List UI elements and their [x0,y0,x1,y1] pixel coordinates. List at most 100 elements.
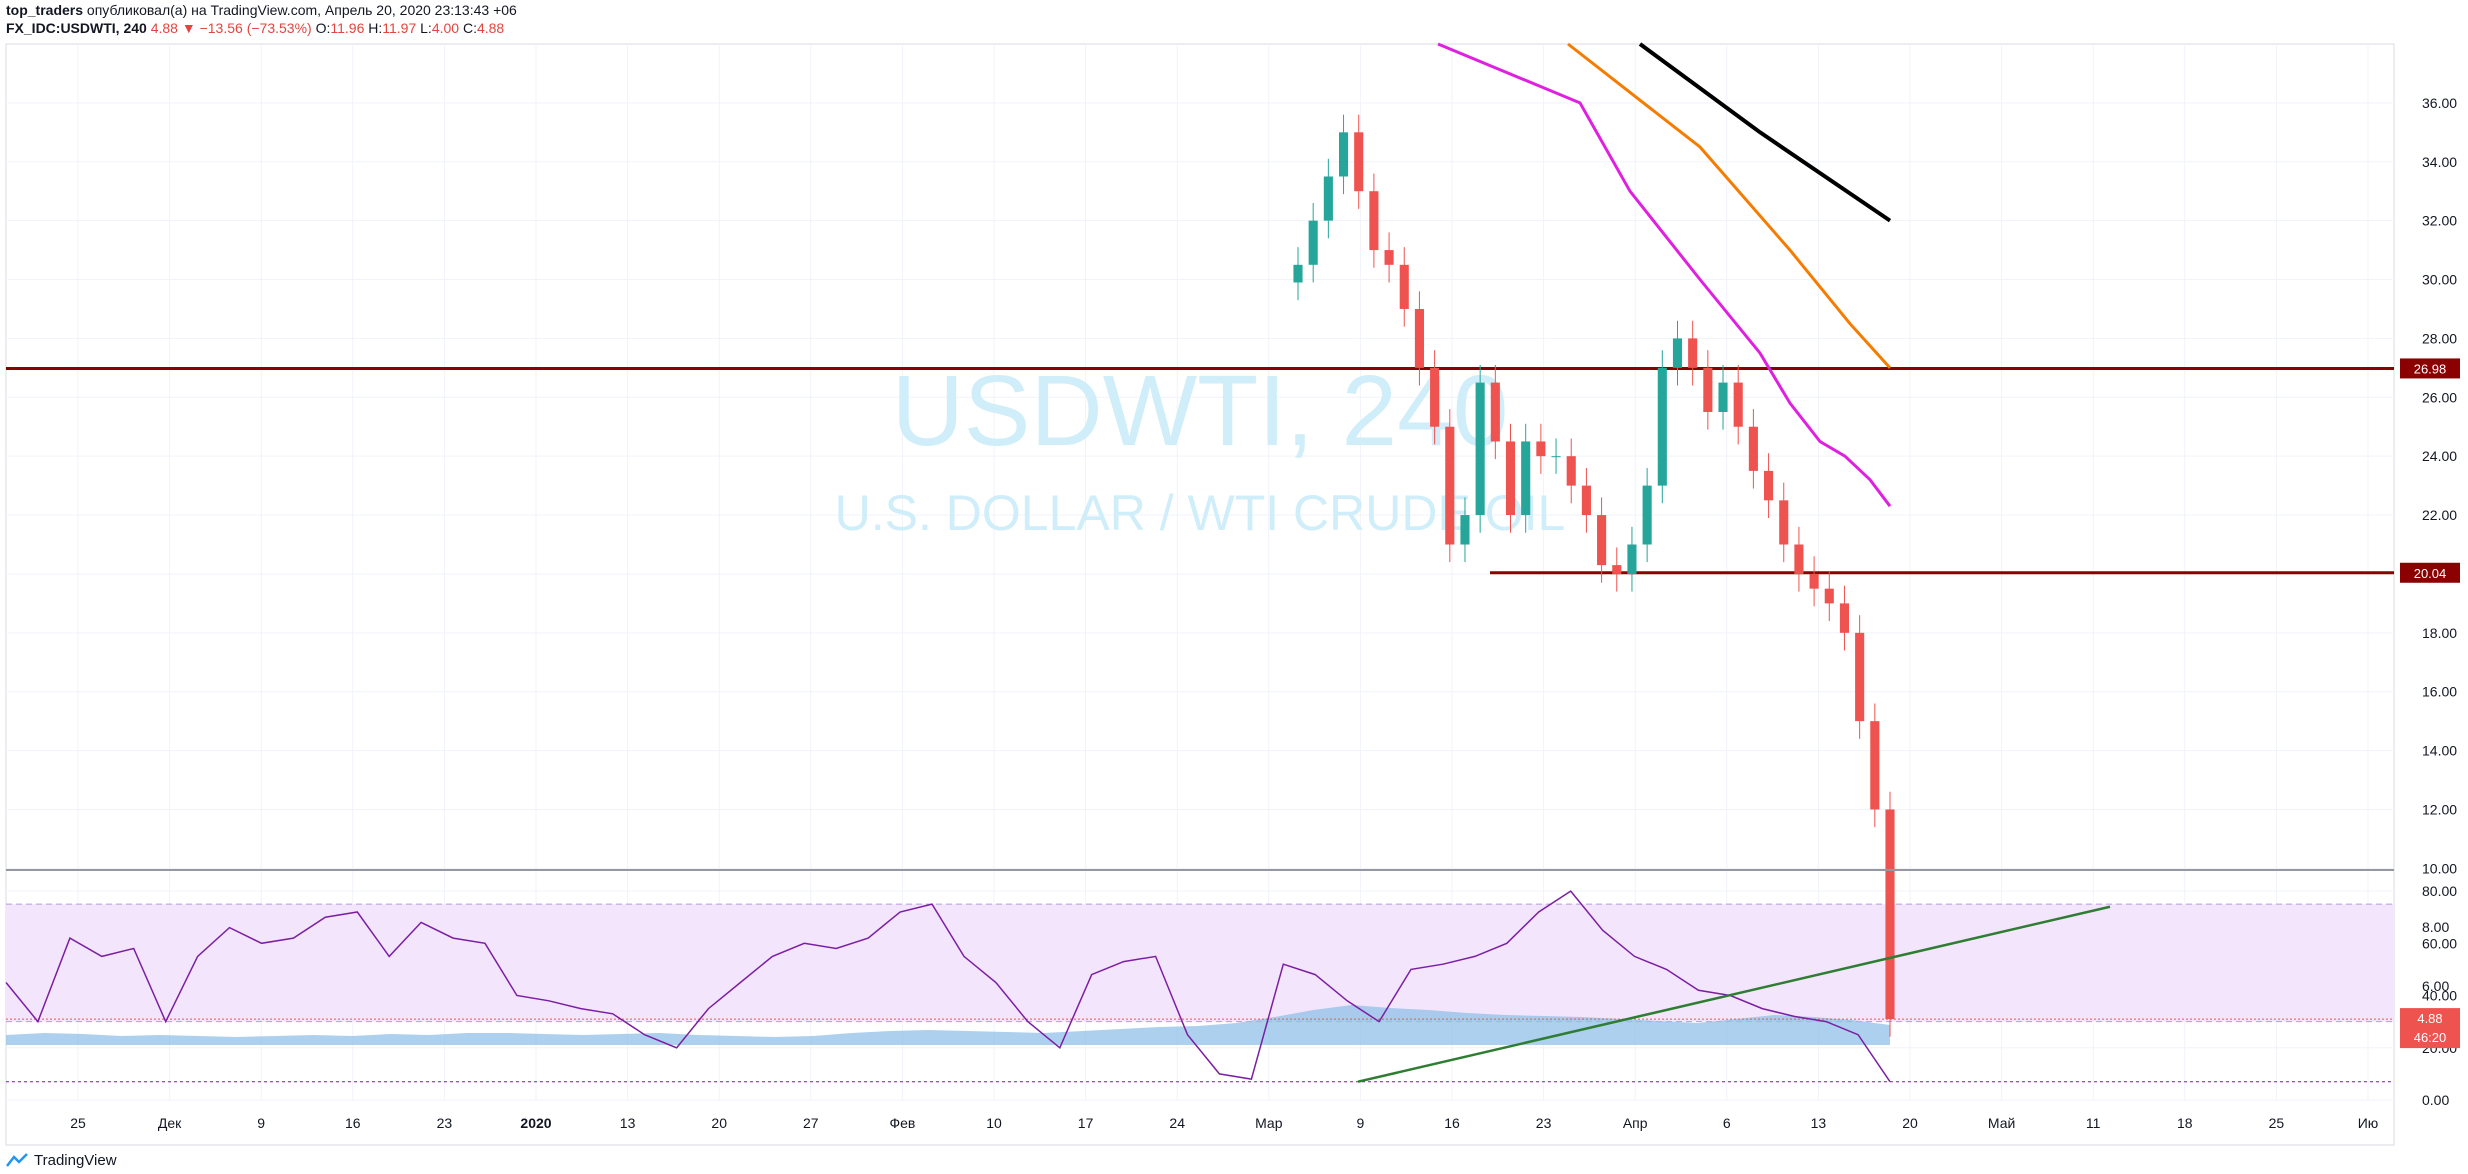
time-tick-3: 16 [345,1115,361,1131]
symbol-line: FX_IDC:USDWTI, 240 4.88 ▼ −13.56 (−73.53… [6,20,504,36]
time-tick-23: 18 [2177,1115,2193,1131]
candle-16 [1536,441,1546,457]
candle-32 [1779,500,1789,545]
last-price: 4.88 [150,20,178,36]
rsi-tick-4: 0.00 [2422,1092,2449,1108]
rsi-tick-0: 80.00 [2422,883,2457,899]
time-tick-7: 20 [711,1115,727,1131]
candle-19 [1581,485,1591,516]
candle-21 [1612,565,1622,574]
last-price-label: 4.88 [2417,1011,2442,1026]
published-text: опубликовал(а) на TradingView.com, Апрел… [86,2,517,18]
watermark: USDWTI, 240 U.S. DOLLAR / WTI CRUDE OIL [835,355,1566,541]
time-tick-9: Фев [889,1115,915,1131]
high-value: 11.97 [382,20,417,36]
time-tick-18: 6 [1723,1115,1731,1131]
candle-5 [1369,191,1379,251]
rsi-tick-2: 40.00 [2422,988,2457,1004]
time-tick-15: 16 [1444,1115,1460,1131]
price-tick-7: 22.00 [2422,507,2457,523]
close-label: C: [462,20,477,36]
price-chart[interactable]: USDWTI, 240 U.S. DOLLAR / WTI CRUDE OIL … [0,0,2468,1150]
volume-area-fill [6,1005,1890,1045]
time-tick-13: Мар [1255,1115,1283,1131]
candle-8 [1414,308,1424,368]
time-tick-14: 9 [1357,1115,1365,1131]
candle-12 [1475,382,1485,516]
price-change: −13.56 (−73.53%) [199,20,312,36]
candle-0 [1293,264,1303,283]
candle-28 [1718,382,1728,413]
candle-11 [1460,515,1470,545]
candle-33 [1794,544,1804,574]
level-label-resistance: 26.98 [2414,361,2447,376]
candle-17 [1551,456,1561,458]
candle-4 [1354,132,1364,192]
candle-22 [1627,544,1637,574]
time-tick-20: 20 [1902,1115,1918,1131]
time-tick-24: 25 [2269,1115,2285,1131]
candle-1 [1308,220,1318,265]
time-tick-10: 10 [986,1115,1002,1131]
candle-29 [1733,382,1743,427]
candle-36 [1839,603,1850,633]
close-value: 4.88 [476,20,505,36]
tradingview-brand: TradingView [34,1151,117,1169]
symbol-label: FX_IDC:USDWTI, 240 [6,20,147,36]
rsi-trendline [1357,905,2111,1083]
volume-area [6,1005,1890,1045]
high-label: H: [368,20,383,36]
candle-2 [1323,176,1333,221]
rsi-line [5,890,1891,1083]
candle-24 [1657,367,1667,486]
rsi-band [6,903,2394,1083]
candle-35 [1824,588,1834,604]
time-tick-21: Май [1988,1115,2015,1131]
level-label-support: 20.04 [2414,566,2447,581]
price-tick-14: 8.00 [2422,919,2449,935]
price-series [1293,114,1895,1037]
down-arrow-icon: ▼ [181,20,196,36]
time-axis[interactable]: 25 Дек 9 16 23 2020 13 20 27 Фев 10 17 24 Мар 9 16 23 Апр… [70,1115,2378,1131]
time-tick-1: Дек [158,1115,182,1131]
price-tick-11: 14.00 [2422,743,2457,759]
time-tick-12: 24 [1169,1115,1185,1131]
moving-averages [1437,42,1892,508]
candle-14 [1505,441,1516,516]
time-tick-19: 13 [1811,1115,1827,1131]
time-tick-5: 2020 [520,1115,551,1131]
price-tick-4: 28.00 [2422,330,2457,346]
bar-countdown-label: 46:20 [2414,1030,2447,1045]
time-tick-22: 11 [2086,1115,2101,1131]
rsi-series [5,890,2111,1083]
candle-3 [1338,132,1349,177]
moving-average-0 [1437,42,1892,508]
price-axis[interactable]: 36.00 34.00 32.00 30.00 28.00 26.00 24.00 22.00… [2422,95,2457,994]
candle-20 [1597,515,1607,566]
price-tick-3: 30.00 [2422,272,2457,288]
open-value: 11.96 [330,20,365,36]
price-tick-1: 34.00 [2422,154,2457,170]
tradingview-logo-icon [6,1153,28,1167]
candle-7 [1399,264,1409,309]
low-value: 4.00 [431,20,460,36]
time-tick-0: 25 [70,1115,86,1131]
candle-18 [1566,456,1576,486]
time-tick-25: Ию [2358,1115,2379,1131]
price-tick-13: 10.00 [2422,860,2457,876]
moving-average-2 [1638,42,1892,223]
publisher-name[interactable]: top_traders [6,2,84,18]
price-tick-2: 32.00 [2422,213,2457,229]
candle-30 [1748,426,1758,471]
open-label: O: [315,20,331,36]
candle-25 [1672,338,1683,368]
time-tick-6: 13 [620,1115,636,1131]
moving-average-1 [1567,42,1892,369]
publish-line: top_traders опубликовал(а) на TradingVie… [6,2,517,18]
price-tick-6: 24.00 [2422,448,2457,464]
watermark-symbol: USDWTI, 240 [892,355,1509,467]
time-tick-17: Апр [1623,1115,1648,1131]
tradingview-logo[interactable]: TradingView [6,1150,117,1170]
candle-26 [1688,338,1698,368]
